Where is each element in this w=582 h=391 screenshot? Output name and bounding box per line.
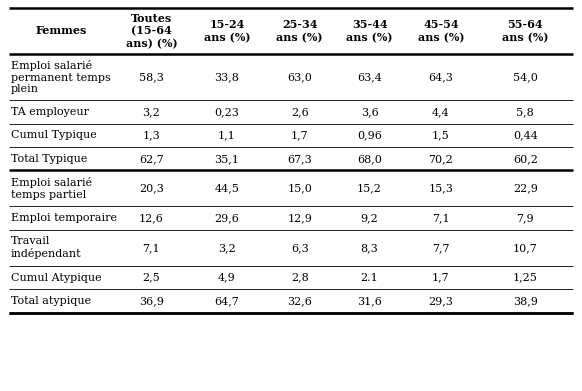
Text: 2,6: 2,6 <box>291 107 308 117</box>
Text: Total Typique: Total Typique <box>11 154 87 164</box>
Text: Cumul Atypique: Cumul Atypique <box>11 273 102 283</box>
Text: 0,96: 0,96 <box>357 130 382 140</box>
Text: 2,8: 2,8 <box>291 273 308 283</box>
Text: 3,2: 3,2 <box>218 243 236 253</box>
Text: 67,3: 67,3 <box>288 154 312 164</box>
Text: 64,3: 64,3 <box>428 72 453 82</box>
Text: TA employeur: TA employeur <box>11 107 89 117</box>
Text: 0,23: 0,23 <box>215 107 239 117</box>
Text: 2,5: 2,5 <box>143 273 160 283</box>
Text: 68,0: 68,0 <box>357 154 382 164</box>
Text: Toutes
(15-64
ans) (%): Toutes (15-64 ans) (%) <box>126 13 177 49</box>
Text: 7,1: 7,1 <box>143 243 160 253</box>
Text: 63,4: 63,4 <box>357 72 382 82</box>
Text: Femmes: Femmes <box>36 25 87 36</box>
Text: 4,4: 4,4 <box>432 107 450 117</box>
Text: 12,9: 12,9 <box>288 213 312 223</box>
Text: 7,9: 7,9 <box>516 213 534 223</box>
Text: 1,7: 1,7 <box>291 130 308 140</box>
Text: 3,6: 3,6 <box>361 107 378 117</box>
Text: 29,6: 29,6 <box>215 213 239 223</box>
Text: 6,3: 6,3 <box>291 243 308 253</box>
Text: 35,1: 35,1 <box>215 154 239 164</box>
Text: 9,2: 9,2 <box>361 213 378 223</box>
Text: 15-24
ans (%): 15-24 ans (%) <box>204 19 250 43</box>
Text: 0,44: 0,44 <box>513 130 538 140</box>
Text: 54,0: 54,0 <box>513 72 538 82</box>
Text: Emploi temporaire: Emploi temporaire <box>11 213 117 223</box>
Text: 60,2: 60,2 <box>513 154 538 164</box>
Text: Emploi salarié
permanent temps
plein: Emploi salarié permanent temps plein <box>11 60 111 94</box>
Text: Cumul Typique: Cumul Typique <box>11 130 97 140</box>
Text: 63,0: 63,0 <box>288 72 312 82</box>
Text: Total atypique: Total atypique <box>11 296 91 306</box>
Text: 44,5: 44,5 <box>215 183 239 194</box>
Text: 5,8: 5,8 <box>516 107 534 117</box>
Text: 35-44
ans (%): 35-44 ans (%) <box>346 19 393 43</box>
Text: 7,7: 7,7 <box>432 243 450 253</box>
Text: 64,7: 64,7 <box>215 296 239 306</box>
Text: 2.1: 2.1 <box>361 273 378 283</box>
Text: 45-54
ans (%): 45-54 ans (%) <box>418 19 464 43</box>
Text: 36,9: 36,9 <box>139 296 164 306</box>
Text: 62,7: 62,7 <box>139 154 164 164</box>
Text: 15,0: 15,0 <box>288 183 312 194</box>
Text: 4,9: 4,9 <box>218 273 236 283</box>
Text: 25-34
ans (%): 25-34 ans (%) <box>276 19 323 43</box>
Text: Travail
indépendant: Travail indépendant <box>11 237 81 259</box>
Text: 8,3: 8,3 <box>361 243 378 253</box>
Text: 15,3: 15,3 <box>428 183 453 194</box>
Text: 20,3: 20,3 <box>139 183 164 194</box>
Text: 1,5: 1,5 <box>432 130 450 140</box>
Text: 58,3: 58,3 <box>139 72 164 82</box>
Text: 22,9: 22,9 <box>513 183 538 194</box>
Text: 1,25: 1,25 <box>513 273 538 283</box>
Text: 1,7: 1,7 <box>432 273 450 283</box>
Text: 10,7: 10,7 <box>513 243 538 253</box>
Text: 55-64
ans (%): 55-64 ans (%) <box>502 19 548 43</box>
Text: 38,9: 38,9 <box>513 296 538 306</box>
Text: 1,1: 1,1 <box>218 130 236 140</box>
Text: 7,1: 7,1 <box>432 213 450 223</box>
Text: 12,6: 12,6 <box>139 213 164 223</box>
Text: Emploi salarié
temps partiel: Emploi salarié temps partiel <box>11 177 92 200</box>
Text: 3,2: 3,2 <box>143 107 160 117</box>
Text: 29,3: 29,3 <box>428 296 453 306</box>
Text: 32,6: 32,6 <box>288 296 312 306</box>
Text: 33,8: 33,8 <box>215 72 239 82</box>
Text: 70,2: 70,2 <box>428 154 453 164</box>
Text: 31,6: 31,6 <box>357 296 382 306</box>
Text: 15,2: 15,2 <box>357 183 382 194</box>
Text: 1,3: 1,3 <box>143 130 160 140</box>
